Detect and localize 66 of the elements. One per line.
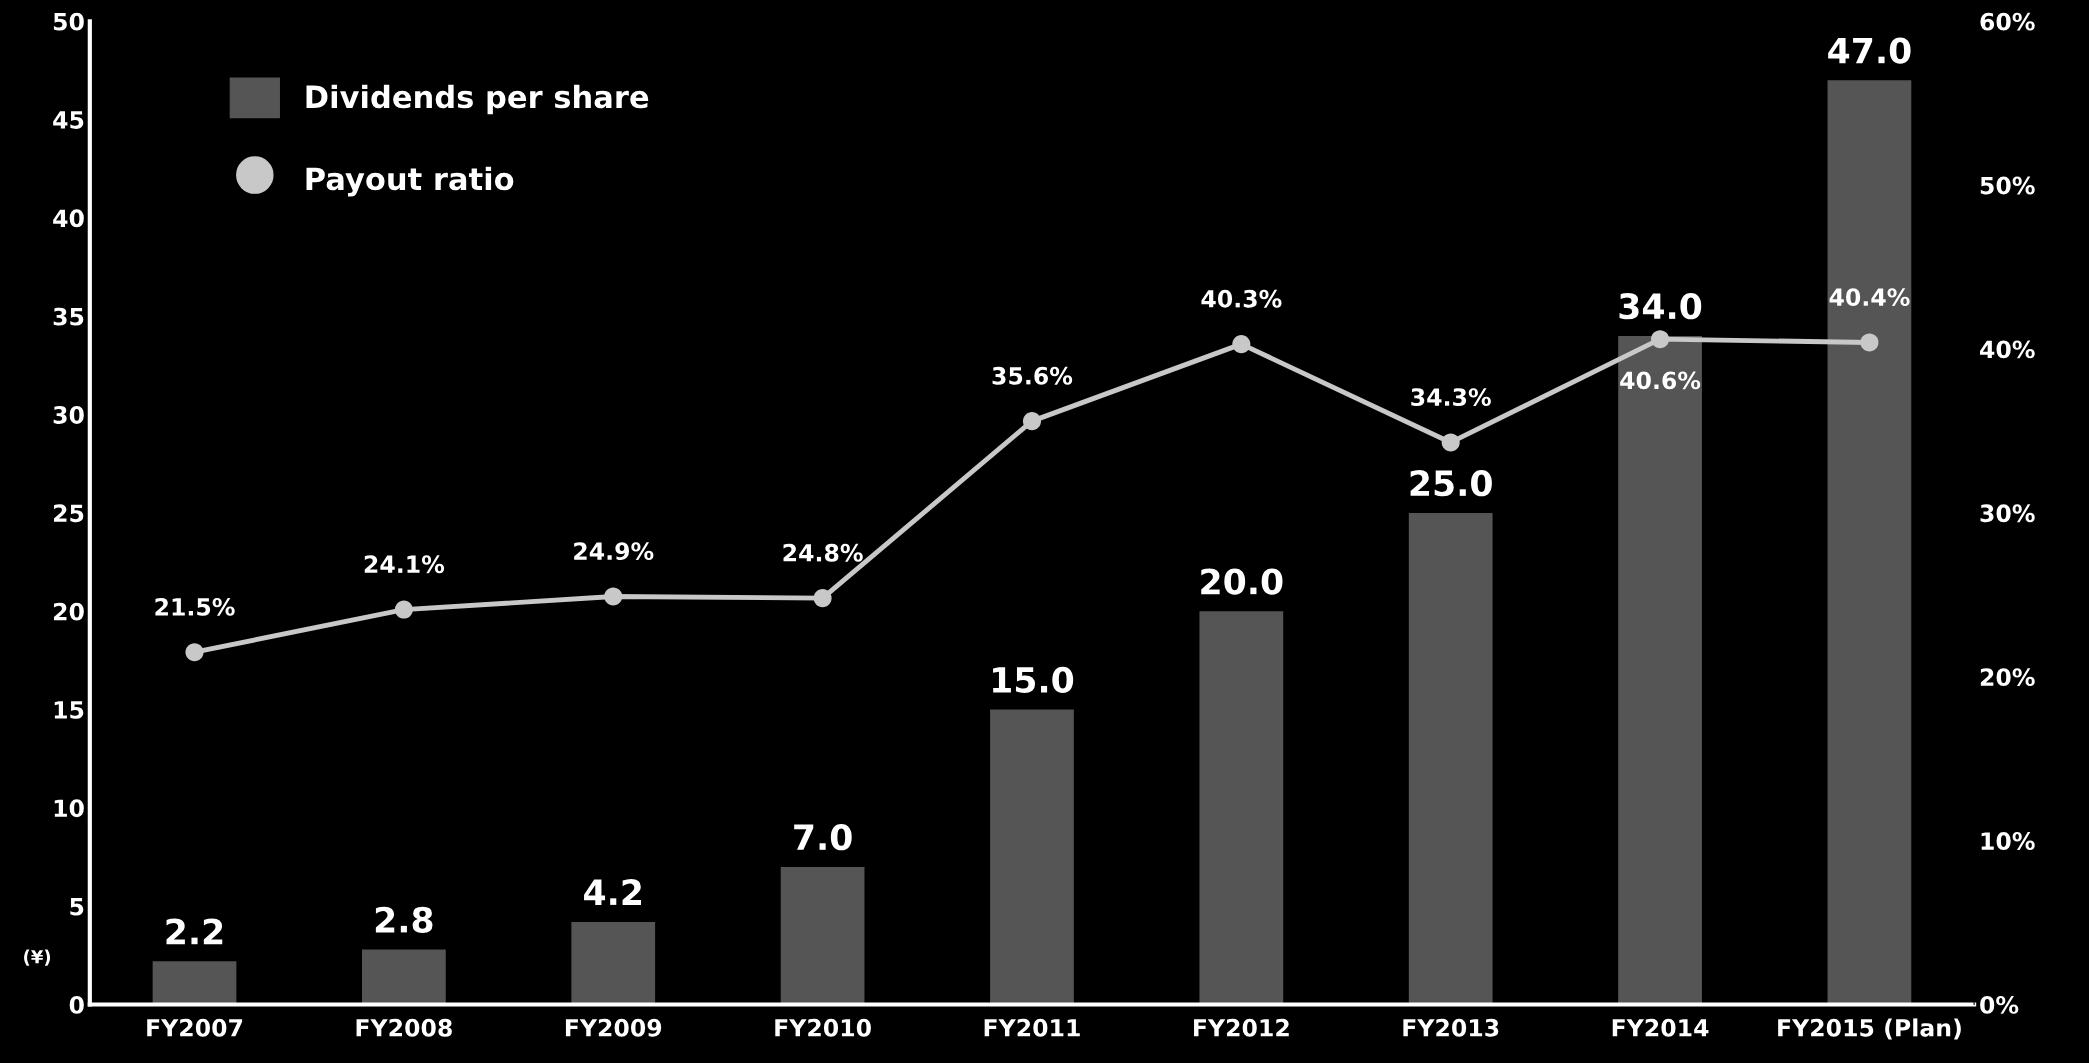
x-tick-label: FY2011	[984, 1018, 1080, 1037]
y2-tick-label: 20%	[1980, 668, 2035, 687]
data-label: 40.4%	[1829, 288, 1910, 307]
y2-tick-label: 60%	[1980, 12, 2035, 31]
data-label: 7.0	[794, 824, 852, 851]
y-tick-label: 25	[53, 504, 84, 523]
legend-label: Payout ratio	[306, 166, 514, 197]
y2-tick-label: 30%	[1980, 504, 2035, 523]
bar	[1827, 80, 1912, 1005]
y-tick-label: 50	[53, 12, 84, 31]
data-label: 2.8	[375, 906, 433, 933]
data-label: 20.0	[1201, 568, 1283, 595]
y-tick-label: 5	[70, 897, 84, 916]
data-label: 35.6%	[992, 366, 1073, 385]
point	[813, 589, 832, 608]
bar	[362, 949, 446, 1005]
legend-label: Dividends per share	[306, 84, 649, 115]
data-label: 34.3%	[1411, 388, 1491, 407]
data-label: 40.3%	[1201, 289, 1282, 308]
bar	[780, 866, 865, 1005]
y-tick-label: 10	[54, 799, 84, 818]
point	[1441, 433, 1460, 452]
x-tick-label: FY2013	[1403, 1018, 1499, 1037]
y-tick-label: 30	[53, 406, 84, 424]
x-tick-label: FY2014	[1612, 1018, 1709, 1037]
point	[1860, 333, 1879, 352]
bar	[990, 709, 1074, 1005]
y-tick-label: 35	[53, 307, 84, 326]
x-tick-label: FY2015 (Plan)	[1778, 1018, 1961, 1040]
y-tick-label: 45	[53, 111, 84, 129]
data-label: 24.1%	[364, 555, 445, 574]
x-tick-label: FY2008	[356, 1018, 452, 1037]
point	[185, 643, 204, 662]
data-label: 15.0	[993, 666, 1074, 693]
data-label: 4.2	[584, 879, 641, 905]
x-tick-label: FY2010	[775, 1018, 871, 1037]
y-tick-label: 40	[53, 209, 84, 228]
data-label: 24.9%	[574, 542, 654, 561]
data-label: 2.2	[166, 918, 223, 945]
point	[394, 600, 413, 619]
y2-tick-label: 10%	[1981, 832, 2035, 850]
data-label: 34.0	[1619, 293, 1702, 320]
point	[1232, 335, 1251, 354]
x-tick-label: FY2009	[565, 1018, 662, 1037]
point	[1651, 330, 1670, 349]
data-label: 25.0	[1410, 470, 1492, 497]
x-tick-label: FY2012	[1194, 1018, 1289, 1037]
text: (¥)	[24, 949, 51, 966]
bar	[571, 921, 656, 1005]
y-tick-label: 20	[53, 602, 84, 621]
y2-tick-label: 50%	[1980, 176, 2035, 195]
x-tick-label: FY2007	[147, 1018, 243, 1037]
y-tick-label: 15	[54, 701, 84, 719]
data-label: 40.6%	[1620, 371, 1701, 390]
y2-tick-label: 0%	[1980, 995, 2019, 1014]
point	[1022, 412, 1041, 431]
y-tick-label: 0	[69, 995, 84, 1014]
data-label: 24.8%	[783, 543, 863, 562]
y2-tick-label: 40%	[1980, 340, 2035, 359]
point	[604, 587, 623, 606]
data-label: 47.0	[1828, 37, 1911, 64]
bar	[1618, 335, 1702, 1005]
data-label: 21.5%	[155, 597, 235, 616]
bar	[1199, 611, 1284, 1005]
bar	[152, 961, 237, 1005]
bar	[1408, 512, 1493, 1005]
